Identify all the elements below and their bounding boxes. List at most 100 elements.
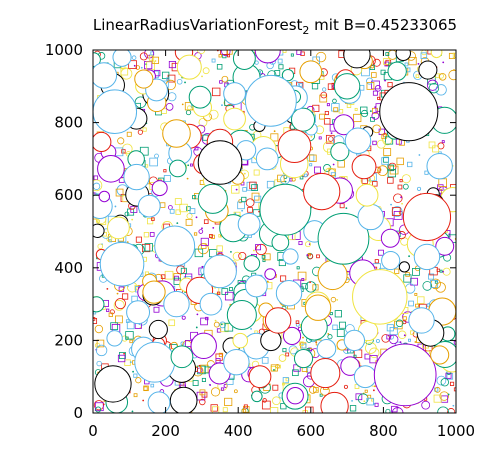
filler-dot <box>273 130 276 133</box>
large-circle-48 <box>223 82 246 105</box>
filler-square <box>201 377 206 382</box>
filler-square <box>126 321 135 330</box>
large-circle-30 <box>137 194 161 218</box>
filler-square <box>194 248 204 258</box>
filler-square <box>121 149 126 154</box>
large-circle-47 <box>162 119 191 148</box>
filler-square <box>220 50 228 55</box>
filler-dot <box>201 75 203 78</box>
filler-circle <box>371 111 380 120</box>
filler-circle <box>219 321 226 329</box>
filler-square <box>292 369 299 377</box>
filler-square <box>216 291 221 295</box>
filler-circle <box>135 377 142 384</box>
medium-circle <box>93 223 105 238</box>
filler-square <box>318 136 322 140</box>
filler-square <box>308 347 312 351</box>
large-circle-49 <box>244 74 297 127</box>
filler-circle <box>447 408 456 413</box>
large-circle-28 <box>413 243 441 271</box>
filler-square <box>278 64 284 70</box>
filler-square <box>169 208 175 214</box>
filler-circle <box>295 322 300 327</box>
large-circle-44 <box>426 152 453 180</box>
filler-square <box>243 404 248 409</box>
filler-square <box>139 146 149 156</box>
x-tick-label: 200 <box>151 422 180 440</box>
medium-circle <box>418 60 438 80</box>
filler-square <box>336 329 345 337</box>
filler-square <box>189 208 196 214</box>
filler-circle <box>165 102 174 111</box>
filler-square <box>115 188 124 197</box>
filler-square <box>153 306 160 313</box>
large-circle-36 <box>402 192 452 242</box>
medium-circle <box>264 268 277 280</box>
filler-square <box>323 118 331 125</box>
filler-square <box>94 402 104 412</box>
filler-square <box>282 50 287 53</box>
filler-square <box>163 169 167 173</box>
filler-square <box>108 239 112 243</box>
filler-square <box>380 69 386 75</box>
filler-square <box>366 397 374 406</box>
large-circle-8 <box>310 358 341 389</box>
filler-square <box>339 203 345 209</box>
filler-square <box>397 184 403 190</box>
large-circle-10 <box>373 343 437 407</box>
filler-circle <box>395 319 404 328</box>
filler-dot <box>195 326 198 329</box>
filler-square <box>448 52 456 60</box>
filler-dot <box>369 110 372 113</box>
filler-circle <box>154 153 159 159</box>
filler-dot <box>442 61 445 64</box>
filler-square <box>117 354 126 363</box>
large-circle-22 <box>203 254 237 289</box>
filler-circle <box>185 109 192 116</box>
filler-square <box>231 185 240 194</box>
filler-square <box>295 320 300 324</box>
filler-dot <box>390 203 392 206</box>
large-circle-43 <box>379 82 439 142</box>
filler-circle <box>417 186 422 191</box>
filler-dot <box>306 254 309 257</box>
medium-circle <box>106 330 123 347</box>
filler-dot <box>102 403 105 406</box>
medium-circle <box>93 296 105 313</box>
filler-square <box>312 104 320 112</box>
x-tick-label: 0 <box>88 422 98 440</box>
filler-circle <box>202 67 210 75</box>
filler-circle <box>442 267 451 276</box>
filler-square <box>434 280 438 284</box>
filler-square <box>143 385 149 392</box>
medium-circle <box>340 356 360 376</box>
filler-dot <box>131 410 134 413</box>
filler-square <box>151 217 155 221</box>
filler-circle <box>181 315 186 320</box>
large-circle-53 <box>93 62 118 89</box>
filler-square <box>129 339 133 344</box>
filler-square <box>319 94 328 103</box>
filler-square <box>338 108 344 114</box>
filler-square <box>304 173 308 178</box>
filler-square <box>420 52 428 59</box>
large-circle-35 <box>357 203 384 231</box>
filler-square <box>452 52 456 58</box>
large-circle-31 <box>197 183 228 214</box>
large-circle-25 <box>317 260 348 291</box>
filler-square <box>205 316 209 321</box>
filler-circle <box>357 393 369 405</box>
filler-dot <box>132 370 134 373</box>
large-circle-4 <box>223 348 250 376</box>
filler-square <box>316 254 320 259</box>
filler-circle <box>397 330 407 339</box>
filler-dot <box>221 104 223 107</box>
large-circle-12 <box>99 241 145 287</box>
filler-square <box>371 72 377 78</box>
x-axis-ticks: 0 200 400 600 800 1000 <box>88 50 475 440</box>
filler-square <box>125 319 130 323</box>
large-circle-11 <box>430 345 450 365</box>
filler-circle <box>372 58 381 67</box>
filler-square <box>399 179 403 183</box>
filler-square <box>298 241 303 246</box>
